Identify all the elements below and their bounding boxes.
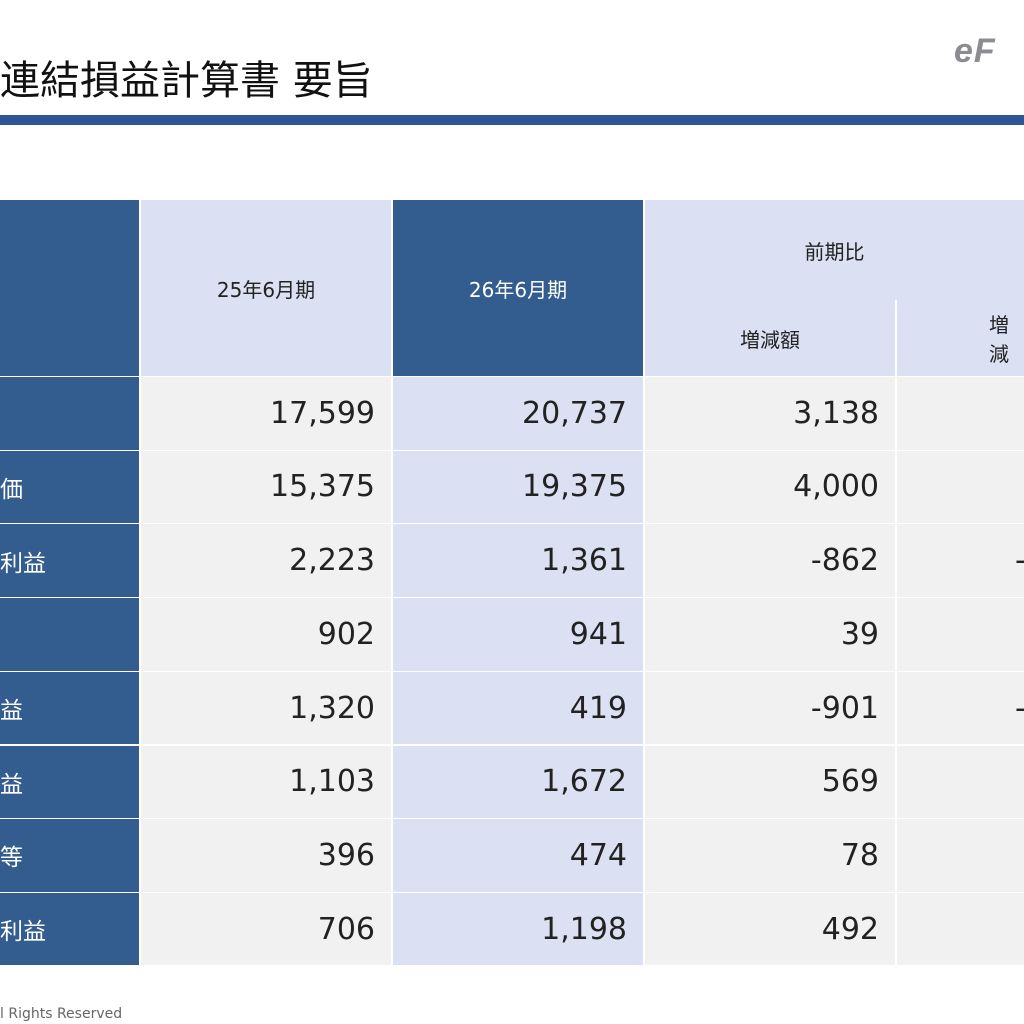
row-label: 価	[0, 450, 139, 524]
prev-period-value: 1,320	[141, 671, 391, 745]
change-rate-value: -	[897, 524, 1024, 597]
change-rate-value	[897, 892, 1024, 966]
page-title: 連結損益計算書 要旨	[0, 58, 373, 104]
header-comparison: 前期比	[645, 200, 1024, 300]
header-change-rate: 増減	[897, 300, 1024, 376]
change-amount-value: 569	[645, 745, 895, 818]
prev-period-value: 706	[141, 892, 391, 966]
header-prev-period: 25年6月期	[141, 200, 391, 376]
header-change-amount: 増減額	[645, 300, 895, 376]
change-rate-value	[897, 450, 1024, 524]
prev-period-value: 17,599	[141, 377, 391, 450]
header-curr-period: 26年6月期	[393, 200, 643, 376]
change-rate-value	[897, 598, 1024, 671]
row-label: 等	[0, 819, 139, 892]
change-amount-value: -862	[645, 524, 895, 597]
curr-period-value: 474	[393, 819, 643, 892]
change-amount-value: 4,000	[645, 450, 895, 524]
header-label-column	[0, 200, 139, 376]
change-amount-value: -901	[645, 671, 895, 745]
company-logo: eF	[954, 36, 996, 66]
curr-period-value: 20,737	[393, 377, 643, 450]
row-label: 益	[0, 671, 139, 745]
row-label	[0, 377, 139, 450]
row-label: 利益	[0, 524, 139, 597]
curr-period-value: 1,198	[393, 892, 643, 966]
curr-period-value: 941	[393, 598, 643, 671]
change-amount-value: 492	[645, 892, 895, 966]
copyright-footer: l Rights Reserved	[0, 1006, 123, 1022]
curr-period-value: 19,375	[393, 450, 643, 524]
change-rate-value	[897, 745, 1024, 818]
prev-period-value: 902	[141, 598, 391, 671]
curr-period-value: 1,672	[393, 745, 643, 818]
title-divider	[0, 115, 1024, 125]
change-amount-value: 78	[645, 819, 895, 892]
prev-period-value: 396	[141, 819, 391, 892]
row-label: 益	[0, 745, 139, 818]
row-label	[0, 598, 139, 671]
change-rate-value	[897, 819, 1024, 892]
curr-period-value: 419	[393, 671, 643, 745]
income-statement-table: 25年6月期 26年6月期 前期比 増減額 増減 17,599 20,737 3,1…	[0, 200, 1024, 966]
prev-period-value: 15,375	[141, 450, 391, 524]
curr-period-value: 1,361	[393, 524, 643, 597]
row-label: 利益	[0, 892, 139, 966]
change-rate-value	[897, 377, 1024, 450]
change-rate-value: -	[897, 671, 1024, 745]
change-amount-value: 39	[645, 598, 895, 671]
change-amount-value: 3,138	[645, 377, 895, 450]
prev-period-value: 2,223	[141, 524, 391, 597]
prev-period-value: 1,103	[141, 745, 391, 818]
